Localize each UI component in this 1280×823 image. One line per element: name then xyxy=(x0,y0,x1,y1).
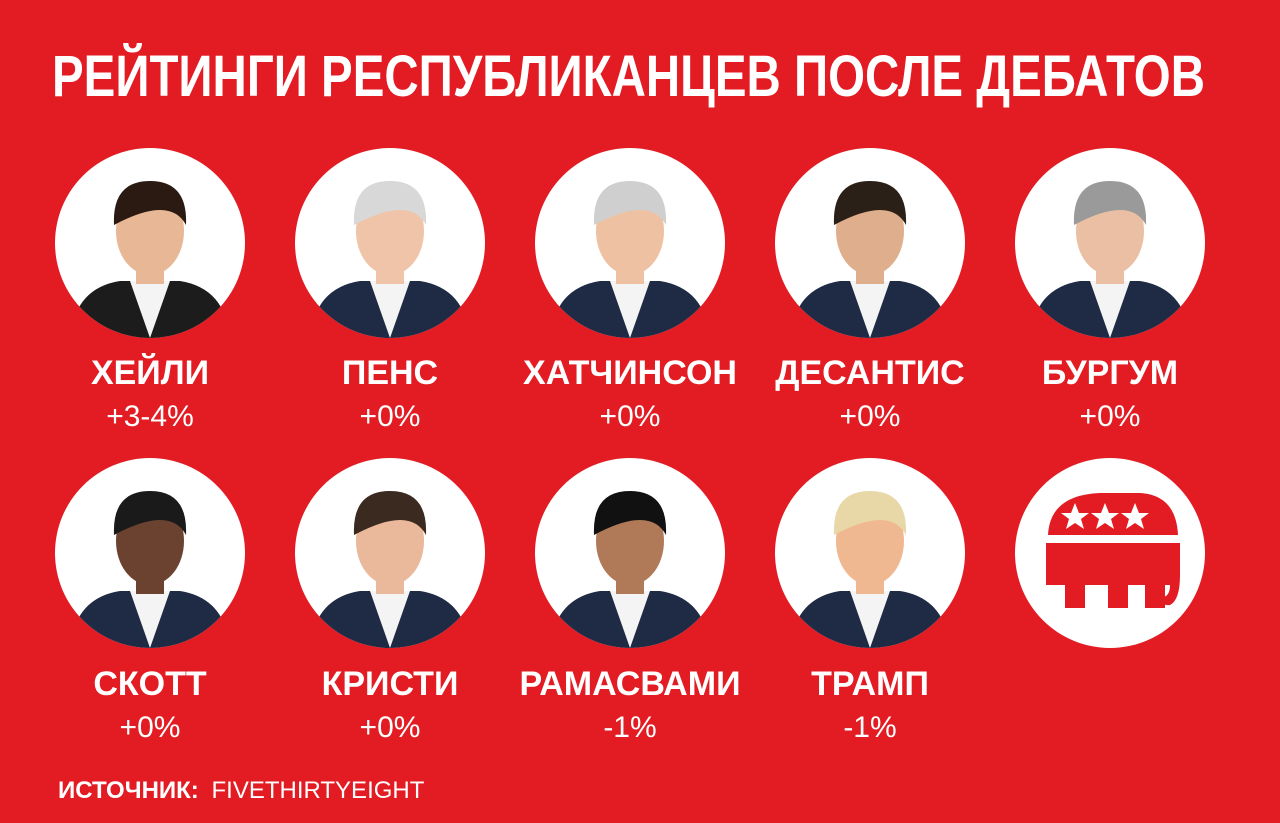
candidate: КРИСТИ +0% xyxy=(295,458,485,744)
candidate-change: +0% xyxy=(360,711,421,744)
candidate-name: ХАТЧИНСОН xyxy=(523,354,737,392)
hair xyxy=(113,181,187,225)
shirt xyxy=(850,281,890,338)
candidate-name: РАМАСВАМИ xyxy=(520,665,741,703)
candidate: РАМАСВАМИ -1% xyxy=(520,458,741,744)
shirt xyxy=(370,591,410,648)
source-value: FIVETHIRTYEIGHT xyxy=(211,777,424,804)
candidate-name: ТРАМП xyxy=(811,665,929,703)
candidate-change: -1% xyxy=(603,711,656,744)
shirt xyxy=(370,281,410,338)
title: РЕЙТИНГИ РЕСПУБЛИКАНЦЕВ ПОСЛЕ ДЕБАТОВ xyxy=(52,44,1205,109)
candidate: ХЕЙЛИ +3-4% xyxy=(55,148,245,433)
hair xyxy=(353,181,427,225)
portrait xyxy=(310,181,470,338)
hair xyxy=(833,491,907,535)
source: ИСТОЧНИК: FIVETHIRTYEIGHT xyxy=(58,777,425,804)
portrait xyxy=(70,181,230,338)
portrait xyxy=(550,181,710,338)
hair xyxy=(593,491,667,535)
shirt xyxy=(850,591,890,648)
candidate-change: +0% xyxy=(120,711,181,744)
portrait xyxy=(70,491,230,648)
source-label: ИСТОЧНИК: xyxy=(58,777,199,804)
candidate: ДЕСАНТИС +0% xyxy=(775,148,965,433)
candidate-name: БУРГУМ xyxy=(1042,354,1178,392)
party-logo xyxy=(1015,458,1205,648)
portrait xyxy=(310,491,470,648)
candidate-name: СКОТТ xyxy=(93,665,207,703)
hair xyxy=(833,181,907,225)
hair xyxy=(1073,181,1147,225)
candidate: ПЕНС +0% xyxy=(295,148,485,433)
candidate-change: +0% xyxy=(360,400,421,433)
portrait xyxy=(790,181,950,338)
shirt xyxy=(610,281,650,338)
stars xyxy=(1061,503,1149,529)
candidate-name: ДЕСАНТИС xyxy=(775,354,964,392)
hair xyxy=(113,491,187,535)
candidate: ТРАМП -1% xyxy=(775,458,965,744)
candidate: СКОТТ +0% xyxy=(55,458,245,744)
elephant-bottom xyxy=(1046,543,1180,608)
shirt xyxy=(610,591,650,648)
portrait xyxy=(790,491,950,648)
candidate-name: КРИСТИ xyxy=(322,665,459,703)
shirt xyxy=(1090,281,1130,338)
candidate-change: +0% xyxy=(600,400,661,433)
candidate-name: ХЕЙЛИ xyxy=(91,353,209,392)
candidate-change: +0% xyxy=(1080,400,1141,433)
portrait xyxy=(1030,181,1190,338)
candidate-change: -1% xyxy=(843,711,896,744)
candidate-change: +3-4% xyxy=(106,400,194,433)
candidate: ХАТЧИНСОН +0% xyxy=(523,148,737,433)
hair xyxy=(353,491,427,535)
candidate: БУРГУМ +0% xyxy=(1015,148,1205,433)
candidate-change: +0% xyxy=(840,400,901,433)
hair xyxy=(593,181,667,225)
shirt xyxy=(130,591,170,648)
shirt xyxy=(130,281,170,338)
candidate-name: ПЕНС xyxy=(342,354,438,392)
portrait xyxy=(550,491,710,648)
